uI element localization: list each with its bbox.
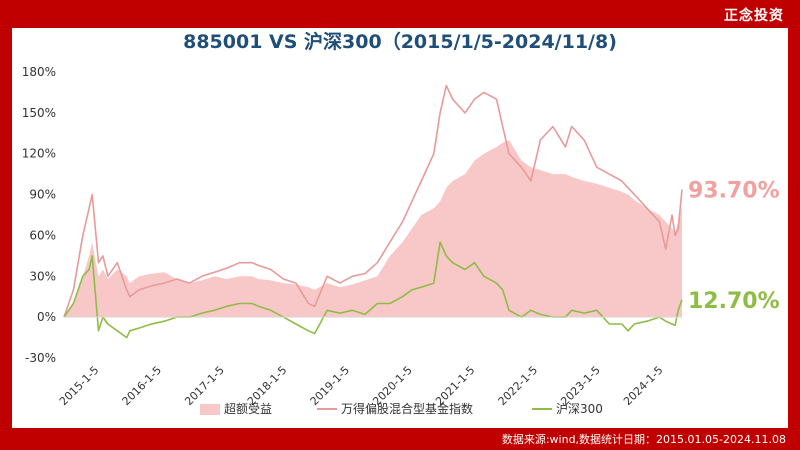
hs300-end-label: 12.70%	[688, 289, 780, 314]
legend-swatch-excess	[200, 404, 220, 415]
fund-index-end-label: 93.70%	[688, 179, 780, 204]
y-tick-label: -30%	[25, 351, 56, 365]
end-labels: 93.70% 12.70%	[688, 179, 780, 314]
source-note: 数据来源:wind,数据统计日期：2015.01.05-2024.11.08	[501, 433, 786, 446]
brand-label: 正念投资	[724, 8, 784, 24]
x-tick-label: 2022-1-5	[496, 364, 541, 409]
legend-label-hs300: 沪深300	[556, 402, 603, 416]
series-lines	[63, 84, 683, 339]
y-tick-label: 90%	[29, 188, 56, 202]
chart-title: 885001 VS 沪深300（2015/1/5-2024/11/8)	[183, 30, 617, 53]
y-tick-label: 30%	[29, 269, 56, 283]
chart: 885001 VS 沪深300（2015/1/5-2024/11/8) -30%…	[22, 30, 780, 416]
legend-label-index: 万得偏股混合型基金指数	[341, 401, 473, 416]
legend: 超额受益 万得偏股混合型基金指数 沪深300	[200, 401, 603, 416]
y-axis: -30% 0% 30% 60% 90% 120% 150% 180%	[22, 65, 56, 365]
y-tick-label: 60%	[29, 228, 56, 242]
y-tick-label: 180%	[22, 65, 56, 79]
x-tick-label: 2017-1-5	[182, 364, 227, 409]
excess-return-area	[64, 140, 682, 318]
y-tick-label: 150%	[22, 106, 56, 120]
x-tick-label: 2015-1-5	[57, 364, 102, 409]
excess-area	[64, 140, 682, 318]
chart-panel: 885001 VS 沪深300（2015/1/5-2024/11/8) -30%…	[12, 28, 788, 428]
y-tick-label: 0%	[37, 310, 56, 324]
x-tick-label: 2024-1-5	[621, 364, 666, 409]
y-tick-label: 120%	[22, 147, 56, 161]
hs300-line	[63, 241, 683, 339]
x-tick-label: 2016-1-5	[120, 364, 165, 409]
fund-index-line	[63, 84, 683, 318]
legend-label-excess: 超额受益	[224, 401, 272, 416]
